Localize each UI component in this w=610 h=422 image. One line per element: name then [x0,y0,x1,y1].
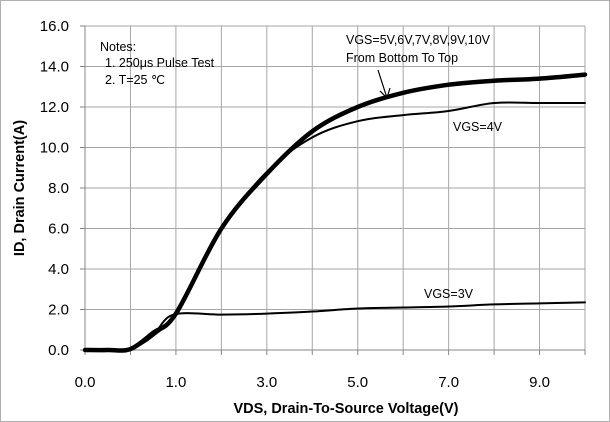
tick-label-layer: 0.0 2.0 4.0 6.0 8.0 10.0 12.0 14.0 16.0 0.0 1.0 3.0… [40,18,550,391]
series-line-vgs-4 [84,101,586,352]
x-tick-label: 9.0 [529,374,550,391]
x-tick-label: 5.0 [347,374,368,391]
axis-layer [80,25,586,355]
y-tick-label: 8.0 [48,180,69,197]
vgs-high-order-label: From Bottom To Top [346,51,458,65]
notes-title: Notes: [100,40,136,54]
y-tick-label: 10.0 [40,140,69,157]
x-axis-title: VDS, Drain-To-Source Voltage(V) [233,401,458,417]
y-tick-label: 12.0 [40,99,69,116]
y-tick-label: 4.0 [48,261,69,278]
note-temperature: 2. T=25 ℃ [105,73,165,87]
grid-layer [85,25,586,350]
x-tick-label: 7.0 [438,374,459,391]
vgs-high-label: VGS=5V,6V,7V,8V,9V,10V [346,33,491,47]
y-tick-label: 16.0 [40,18,69,35]
x-tick-label: 0.0 [75,374,96,391]
note-pulse-test: 1. 250μs Pulse Test [105,56,215,70]
y-tick-label: 0.0 [48,342,69,359]
vgs-3-label: VGS=3V [424,287,474,301]
x-tick-label: 3.0 [256,374,277,391]
arrow-icon [377,69,391,100]
y-tick-label: 14.0 [40,59,69,76]
y-tick-label: 6.0 [48,221,69,238]
x-tick-label: 1.0 [165,374,186,391]
series-layer [82,72,588,353]
y-tick-label: 2.0 [48,302,69,319]
y-axis-title: ID, Drain Current(A) [12,120,28,256]
vgs-4-label: VGS=4V [453,120,503,134]
series-line-vgs-3 [84,301,586,352]
